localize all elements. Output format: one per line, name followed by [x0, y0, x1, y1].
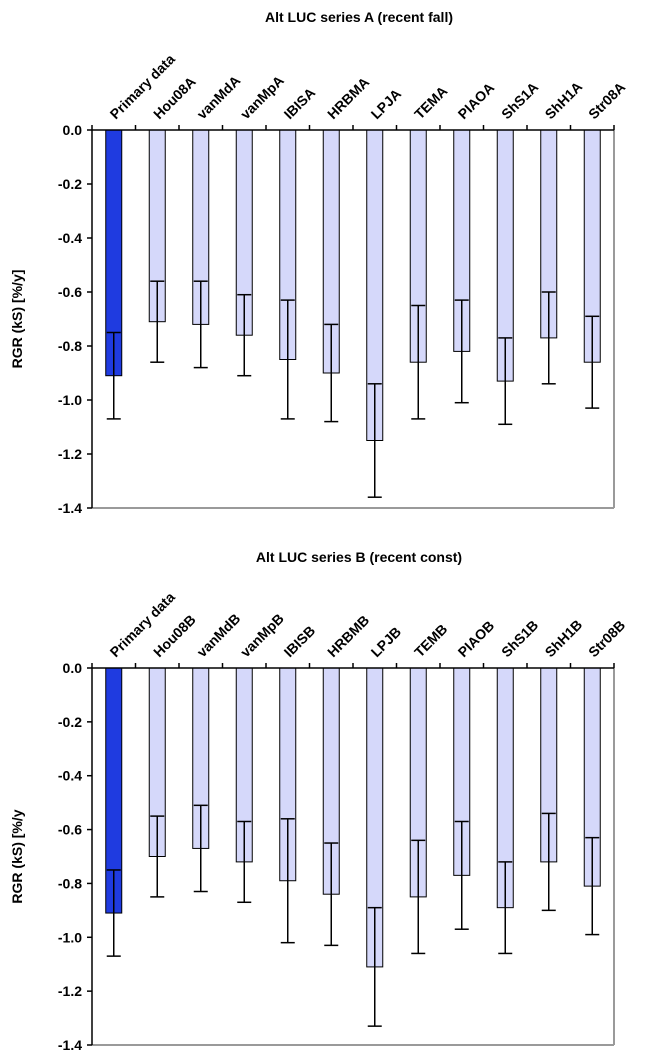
- y-tick-label: -1.0: [58, 392, 82, 408]
- chart-title: Alt LUC series B (recent const): [256, 549, 462, 565]
- y-tick-label: -0.4: [58, 230, 82, 246]
- y-tick-label: -1.4: [58, 500, 82, 516]
- y-tick-label: -1.0: [58, 929, 82, 945]
- category-label: IBISB: [281, 622, 319, 660]
- category-label: vanMpA: [237, 72, 287, 122]
- category-label: vanMpB: [237, 610, 287, 660]
- y-tick-label: -0.8: [58, 338, 82, 354]
- category-label: PIAOB: [455, 617, 498, 660]
- category-label: LPJA: [368, 85, 405, 122]
- category-label: vanMdA: [194, 72, 244, 122]
- y-tick-label: -0.2: [58, 176, 82, 192]
- chart-panel-a: Alt LUC series A (recent fall) RGR (kS) […: [9, 9, 628, 516]
- chart-panel-b: Alt LUC series B (recent const) RGR (kS) …: [9, 549, 628, 1053]
- category-label: ShS1A: [498, 79, 541, 122]
- category-label: ShH1B: [542, 616, 586, 660]
- category-label: vanMdB: [194, 610, 244, 660]
- category-label: TEMA: [411, 83, 450, 122]
- y-tick-label: -0.6: [58, 284, 82, 300]
- category-label: HRBMB: [324, 612, 372, 660]
- category-label: HRBMA: [324, 74, 372, 122]
- category-label: Str08A: [585, 79, 628, 122]
- chart-title: Alt LUC series A (recent fall): [265, 9, 453, 25]
- y-tick-label: -1.4: [58, 1037, 82, 1053]
- y-tick-label: -0.4: [58, 768, 82, 784]
- category-label: TEMB: [411, 621, 450, 660]
- y-axis-label: RGR (kS) [%/y]: [9, 270, 25, 369]
- y-axis-label: RGR (kS) [%/y: [9, 809, 25, 903]
- y-tick-label: 0.0: [63, 122, 83, 138]
- category-label: IBISA: [281, 84, 319, 122]
- y-tick-label: -1.2: [58, 983, 82, 999]
- y-tick-label: -0.8: [58, 875, 82, 891]
- category-label: PIAOA: [455, 79, 498, 122]
- y-tick-label: -0.2: [58, 714, 82, 730]
- category-label: LPJB: [368, 623, 405, 660]
- y-tick-label: -0.6: [58, 822, 82, 838]
- category-label: ShS1B: [498, 617, 541, 660]
- category-label: Str08B: [585, 617, 628, 660]
- y-tick-label: 0.0: [63, 660, 83, 676]
- y-tick-label: -1.2: [58, 446, 82, 462]
- category-label: ShH1A: [542, 78, 586, 122]
